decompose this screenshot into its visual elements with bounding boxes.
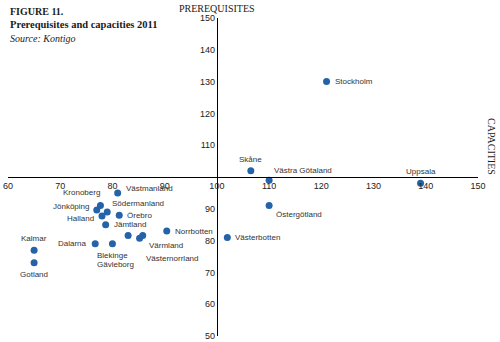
svg-text:120: 120 [314,181,329,191]
svg-text:80: 80 [107,181,117,191]
svg-text:Stockholm: Stockholm [335,77,373,86]
svg-text:60: 60 [205,299,215,309]
svg-text:150: 150 [200,13,215,23]
svg-text:90: 90 [160,181,170,191]
svg-text:Västerbotten: Västerbotten [235,233,280,242]
svg-text:120: 120 [200,109,215,119]
svg-text:Halland: Halland [67,214,94,223]
svg-text:Prerequisites and capacities 2: Prerequisites and capacities 2011 [10,19,157,30]
svg-text:Västmanland: Västmanland [126,184,173,193]
svg-text:Source: Kontigo: Source: Kontigo [10,33,75,44]
svg-text:Gotland: Gotland [20,270,48,279]
svg-text:Dalarna: Dalarna [58,239,87,248]
svg-text:90: 90 [205,204,215,214]
svg-text:Norrbotten: Norrbotten [175,227,213,236]
svg-text:130: 130 [366,181,381,191]
svg-text:Jönköping: Jönköping [53,202,89,211]
svg-text:150: 150 [470,181,485,191]
svg-text:PREREQUISITES: PREREQUISITES [179,3,255,14]
svg-text:100: 100 [209,181,224,191]
svg-text:CAPACITIES: CAPACITIES [486,118,497,175]
svg-text:110: 110 [262,181,276,191]
svg-text:Skåne: Skåne [239,155,262,164]
svg-text:Kronoberg: Kronoberg [63,188,100,197]
svg-text:Västra Götaland: Västra Götaland [274,166,332,175]
svg-text:110: 110 [201,140,215,150]
svg-text:130: 130 [200,77,215,87]
svg-text:Gävleborg: Gävleborg [97,260,134,269]
svg-text:Kalmar: Kalmar [21,234,47,243]
svg-text:Västernorrland: Västernorrland [146,254,198,263]
svg-text:Blekinge: Blekinge [97,251,128,260]
svg-text:Uppsala: Uppsala [406,167,436,176]
svg-text:70: 70 [55,181,65,191]
svg-text:Östergötland: Östergötland [276,210,322,219]
svg-text:Södermanland: Södermanland [112,199,164,208]
svg-text:Värmland: Värmland [149,241,183,250]
svg-text:Jämtland: Jämtland [114,220,146,229]
svg-text:140: 140 [418,181,433,191]
svg-text:50: 50 [205,331,215,341]
svg-text:70: 70 [205,268,215,278]
svg-text:60: 60 [3,181,13,191]
svg-text:Örebro: Örebro [127,211,152,220]
svg-text:80: 80 [205,236,215,246]
svg-text:140: 140 [200,45,215,55]
svg-text:FIGURE 11.: FIGURE 11. [10,6,64,17]
